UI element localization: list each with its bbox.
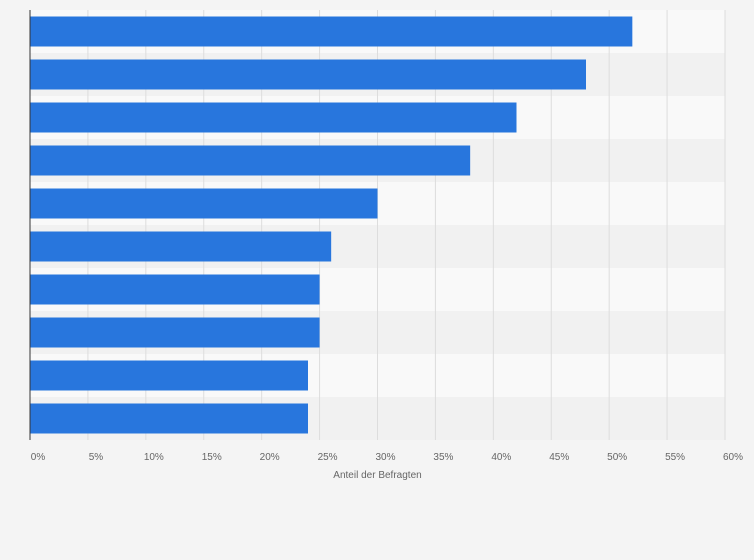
x-tick-label: 60% <box>723 452 743 463</box>
bar <box>30 317 320 348</box>
x-tick-label: 0% <box>31 452 46 463</box>
x-tick-label: 55% <box>665 452 685 463</box>
x-axis-tick-labels: 0% 5% 10% 15% 20% 25% 30% 35% 40% 45% 50% 55% 60% <box>31 452 743 463</box>
x-tick-label: 10% <box>144 452 164 463</box>
x-axis-title: Anteil der Befragten <box>333 470 421 481</box>
x-tick-label: 5% <box>89 452 104 463</box>
bar <box>30 274 320 305</box>
bar <box>30 188 378 219</box>
x-tick-label: 25% <box>318 452 338 463</box>
bar <box>30 231 332 262</box>
bar <box>30 102 517 133</box>
bar <box>30 145 471 176</box>
bars <box>30 16 633 434</box>
x-tick-label: 15% <box>202 452 222 463</box>
bar <box>30 59 586 90</box>
x-tick-label: 40% <box>491 452 511 463</box>
x-tick-label: 50% <box>607 452 627 463</box>
bar <box>30 403 308 434</box>
bar <box>30 16 633 47</box>
x-tick-label: 35% <box>433 452 453 463</box>
bar <box>30 360 308 391</box>
x-tick-label: 45% <box>549 452 569 463</box>
x-tick-label: 30% <box>375 452 395 463</box>
x-tick-label: 20% <box>260 452 280 463</box>
